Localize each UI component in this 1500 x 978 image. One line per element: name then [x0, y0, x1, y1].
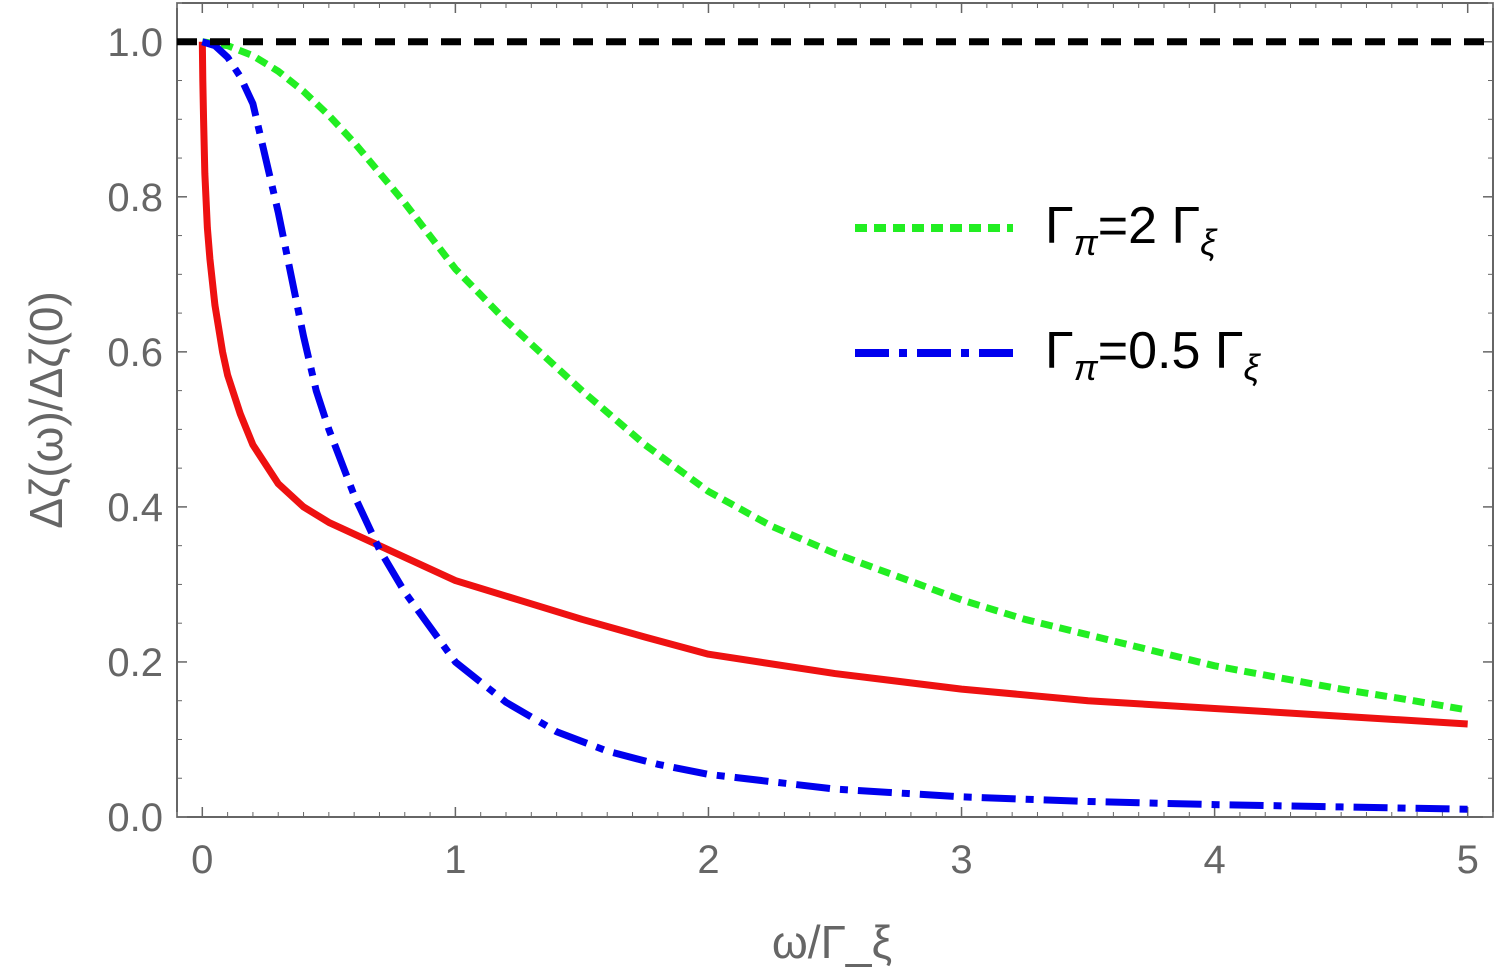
plot-frame	[176, 2, 1494, 818]
legend: Γπ=2 Γξ Γπ=0.5 Γξ	[855, 197, 1262, 388]
y-tick-label: 0.2	[107, 641, 163, 685]
x-tick-label: 0	[191, 838, 213, 882]
y-axis-label: Δζ(ω)/Δζ(0)	[20, 291, 72, 529]
y-tick-label: 0.6	[107, 331, 163, 375]
minor-ticks	[176, 2, 1494, 817]
y-tick-label: 0.0	[107, 796, 163, 840]
x-tick-label: 3	[950, 838, 972, 882]
series-line-solid	[198, 41, 1468, 728]
y-tick-labels: 0.0 0.2 0.4 0.6 0.8 1.0	[107, 21, 163, 840]
series-line-gamma-2	[201, 38, 1469, 714]
y-tick-label: 0.8	[107, 176, 163, 220]
major-ticks	[177, 3, 1493, 818]
legend-entry-gamma-2: Γπ=2 Γξ	[855, 197, 1218, 263]
series-layer	[177, 38, 1493, 813]
x-tick-label: 1	[444, 838, 466, 882]
legend-label-gamma-2: Γπ=2 Γξ	[1045, 197, 1218, 263]
legend-entry-gamma-05: Γπ=0.5 Γξ	[855, 322, 1262, 388]
y-tick-label: 0.4	[107, 486, 163, 530]
x-axis-label: ω/Γ_ξ	[772, 916, 892, 968]
x-tick-label: 5	[1457, 838, 1479, 882]
x-tick-label: 4	[1203, 838, 1225, 882]
legend-label-gamma-05: Γπ=0.5 Γξ	[1045, 322, 1262, 388]
y-tick-label: 1.0	[107, 21, 163, 65]
series-line-gamma-05	[201, 38, 1468, 813]
x-tick-label: 2	[697, 838, 719, 882]
x-tick-labels: 0 1 2 3 4 5	[191, 838, 1479, 882]
